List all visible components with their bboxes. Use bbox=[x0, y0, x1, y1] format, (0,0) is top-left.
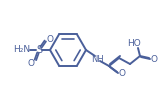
Text: O: O bbox=[119, 69, 125, 78]
Text: H₂N: H₂N bbox=[13, 44, 31, 53]
Text: NH: NH bbox=[91, 55, 103, 64]
Text: HO: HO bbox=[127, 39, 141, 47]
Text: O: O bbox=[47, 34, 53, 44]
Text: O: O bbox=[28, 58, 34, 67]
Text: O: O bbox=[151, 55, 157, 64]
Text: S: S bbox=[36, 45, 42, 55]
